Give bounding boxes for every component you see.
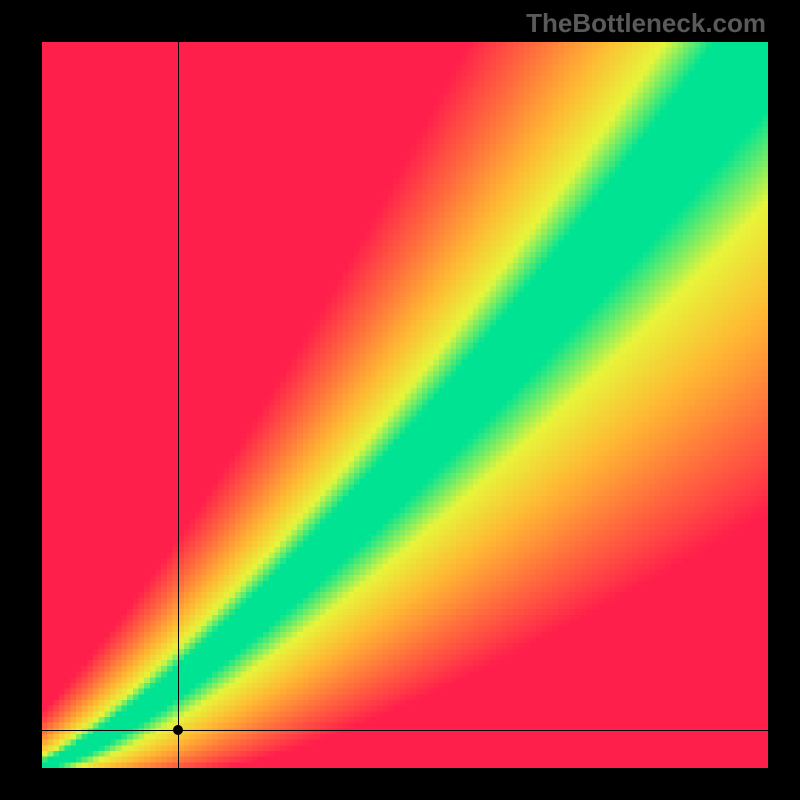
crosshair-horizontal <box>42 730 768 731</box>
watermark-text: TheBottleneck.com <box>526 8 766 39</box>
chart-container: TheBottleneck.com <box>0 0 800 800</box>
crosshair-vertical <box>178 42 179 768</box>
bottleneck-heatmap <box>42 42 768 768</box>
marker-dot <box>173 725 183 735</box>
